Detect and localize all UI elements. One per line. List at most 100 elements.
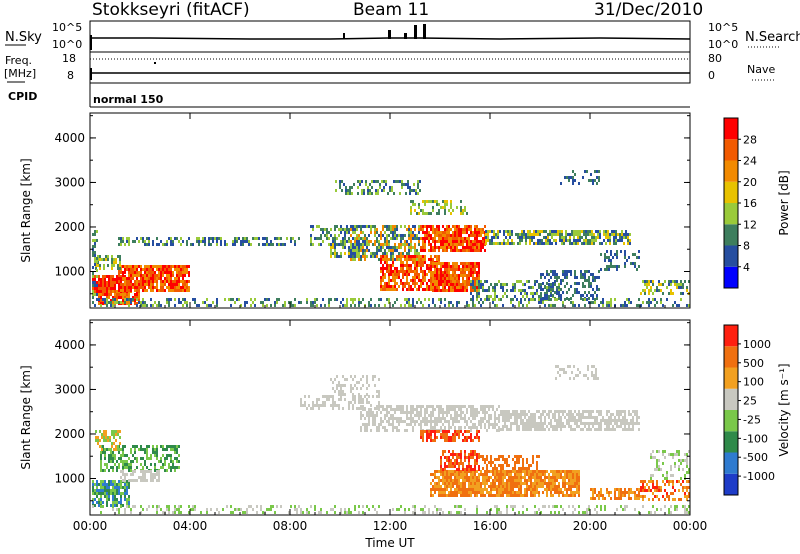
power-pixel <box>596 170 598 173</box>
power-pixel <box>103 264 105 267</box>
velocity-pixel <box>616 413 618 416</box>
velocity-pixel <box>514 494 516 497</box>
velocity-pixel <box>502 416 504 419</box>
power-pixel <box>446 225 448 228</box>
power-pixel <box>550 270 552 273</box>
velocity-pixel <box>456 414 458 417</box>
velocity-pixel <box>130 466 132 469</box>
power-pixel <box>140 268 142 271</box>
power-pixel <box>493 236 495 239</box>
power-pixel <box>116 290 118 293</box>
power-pixel <box>130 289 132 292</box>
power-pixel <box>428 270 430 273</box>
power-pixel <box>444 265 446 268</box>
power-pixel <box>122 240 124 243</box>
velocity-pixel <box>380 423 382 426</box>
power-pixel <box>502 286 504 289</box>
power-pixel <box>470 240 472 243</box>
power-pixel <box>148 280 150 283</box>
power-pixel <box>414 234 416 237</box>
velocity-pixel <box>528 428 530 431</box>
power-pixel <box>377 192 379 195</box>
power-pixel <box>365 183 367 186</box>
power-pixel <box>438 234 440 237</box>
power-pixel <box>505 242 507 245</box>
velocity-pixel <box>120 457 122 460</box>
velocity-pixel <box>434 488 436 491</box>
power-pixel <box>468 234 470 237</box>
velocity-pixel <box>398 417 400 420</box>
power-pixel <box>444 271 446 274</box>
power-pixel <box>394 288 396 291</box>
power-pixel <box>386 255 388 258</box>
velocity-pixel <box>602 416 604 419</box>
velocity-pixel <box>142 457 144 460</box>
velocity-pixel <box>374 407 376 410</box>
power-pixel <box>623 233 625 236</box>
power-pixel <box>94 284 96 287</box>
velocity-pixel <box>508 464 510 467</box>
power-pixel <box>391 186 393 189</box>
velocity-pixel <box>608 410 610 413</box>
velocity-pixel <box>518 467 520 470</box>
power-pixel <box>144 271 146 274</box>
velocity-pixel <box>144 448 146 451</box>
power-pixel <box>136 302 138 305</box>
power-pixel <box>574 304 576 307</box>
power-pixel <box>472 268 474 271</box>
power-pixel <box>186 240 188 243</box>
power-pixel <box>418 243 420 246</box>
power-pixel <box>126 268 128 271</box>
power-pixel <box>184 301 186 304</box>
velocity-pixel <box>536 422 538 425</box>
velocity-pixel <box>502 485 504 488</box>
power-pixel <box>402 282 404 285</box>
power-pixel <box>558 283 560 286</box>
power-pixel <box>410 285 412 288</box>
power-pixel <box>380 246 382 249</box>
velocity-pixel <box>102 501 104 504</box>
power-pixel <box>452 271 454 274</box>
power-pixel <box>406 252 408 255</box>
velocity-pixel <box>446 494 448 497</box>
velocity-pixel <box>474 470 476 473</box>
power-pixel <box>224 240 226 243</box>
velocity-pixel <box>480 470 482 473</box>
power-pixel <box>454 274 456 277</box>
velocity-pixel <box>106 466 108 469</box>
power-pixel <box>594 179 596 182</box>
power-pixel <box>142 280 144 283</box>
power-pixel <box>385 183 387 186</box>
power-pixel <box>611 230 613 233</box>
velocity-pixel <box>464 494 466 497</box>
velocity-pixel <box>524 416 526 419</box>
velocity-pixel <box>402 405 404 408</box>
power-pixel <box>627 239 629 242</box>
velocity-pixel <box>518 425 520 428</box>
power-pixel <box>462 274 464 277</box>
velocity-pixel <box>562 422 564 425</box>
velocity-pixel <box>542 485 544 488</box>
velocity-pixel <box>554 416 556 419</box>
velocity-pixel <box>420 426 422 429</box>
power-pixel <box>573 233 575 236</box>
velocity-pixel <box>516 455 518 458</box>
power-pixel <box>390 231 392 234</box>
power-pixel <box>436 231 438 234</box>
velocity-pixel <box>102 451 104 454</box>
power-pixel <box>438 249 440 252</box>
power-pixel <box>412 237 414 240</box>
power-pixel <box>565 233 567 236</box>
power-pixel <box>328 243 330 246</box>
velocity-pixel <box>156 454 158 457</box>
velocity-pixel <box>119 442 121 445</box>
power-pixel <box>198 304 200 307</box>
velocity-pixel <box>578 473 580 476</box>
power-pixel <box>592 182 594 185</box>
power-pixel <box>586 270 588 273</box>
velocity-pixel <box>476 408 478 411</box>
power-pixel <box>564 176 566 179</box>
power-pixel <box>545 230 547 233</box>
power-pixel <box>124 268 126 271</box>
velocity-pixel <box>118 492 120 495</box>
